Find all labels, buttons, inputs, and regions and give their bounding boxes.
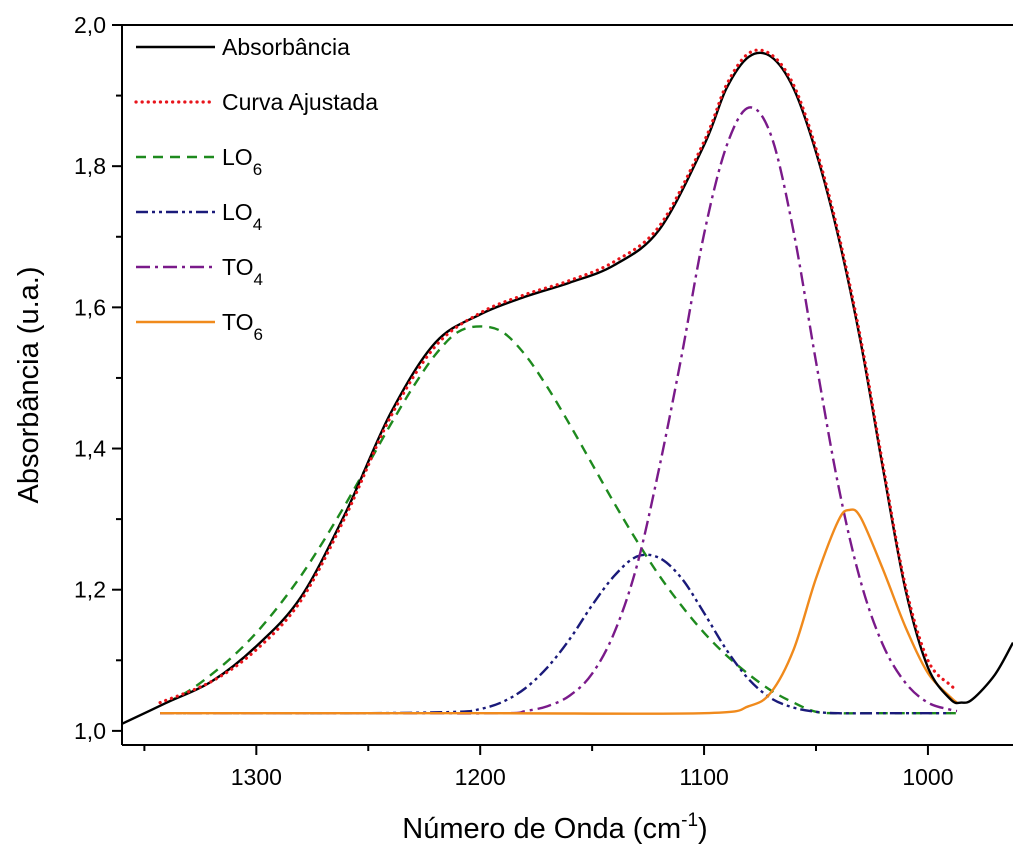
legend: Absorbância Curva Ajustada LO6 LO4 TO4 TO6	[134, 34, 378, 344]
legend-item-lo4: LO4	[136, 199, 262, 234]
legend-label: Absorbância	[222, 34, 350, 60]
axes-layer	[121, 24, 1013, 746]
ticks-layer: 1300 1200 1100 1000 1,0 1,2 1,4 1,6 1,8 2,0	[74, 12, 953, 790]
x-axis-title-superscript: -1	[681, 810, 698, 831]
series-line-to4	[160, 106, 958, 715]
legend-label: TO4	[222, 254, 263, 289]
series-line-absorb-ncia	[121, 51, 1013, 725]
x-tick-label: 1200	[455, 764, 506, 790]
y-tick-label: 1,4	[74, 436, 106, 462]
x-tick-label: 1100	[679, 764, 728, 790]
legend-item-to4: TO4	[136, 254, 263, 289]
series-line-to6	[160, 508, 958, 715]
legend-label: LO6	[222, 144, 262, 179]
x-tick-label: 1300	[231, 764, 282, 790]
y-tick-label: 1,6	[74, 294, 106, 320]
series-line-curva-ajustada	[158, 48, 959, 705]
legend-label: Curva Ajustada	[222, 89, 378, 115]
y-tick-label: 2,0	[74, 12, 106, 38]
y-tick-label: 1,2	[74, 577, 106, 603]
legend-label: LO4	[222, 199, 262, 234]
legend-label: TO6	[222, 309, 263, 344]
series-layer	[121, 48, 1013, 725]
legend-item-to6: TO6	[136, 309, 263, 344]
plot-background	[122, 25, 1013, 745]
legend-item-absorb-ncia: Absorbância	[136, 34, 350, 60]
y-tick-label: 1,8	[74, 153, 106, 179]
y-axis-title: Absorbância (u.a.)	[13, 267, 45, 504]
legend-item-lo6: LO6	[136, 144, 262, 179]
x-tick-label: 1000	[902, 764, 953, 790]
x-axis-title: Número de Onda (cm-1)	[402, 810, 707, 845]
y-tick-label: 1,0	[74, 718, 106, 744]
legend-item-curva-ajustada: Curva Ajustada	[134, 89, 378, 115]
